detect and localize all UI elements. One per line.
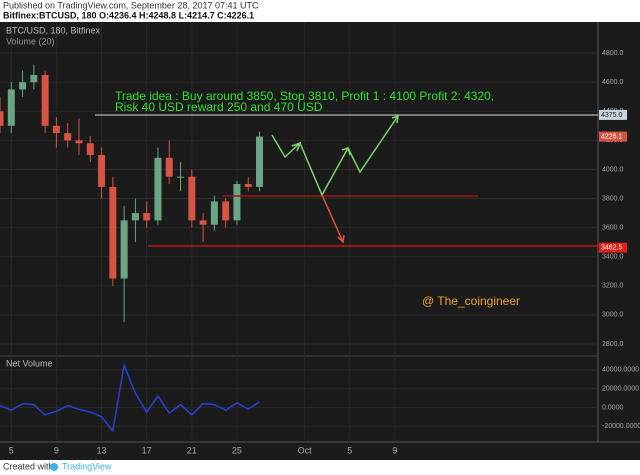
y2-tick-label: 40000.0000 [602,367,639,374]
candle-body [30,74,38,83]
published: Published on TradingView.com, September … [3,0,259,10]
candle-body [154,157,162,221]
x-tick-label: 9 [54,445,59,455]
y-tick-label: 3200.0 [602,283,624,290]
header-bg [0,0,640,22]
price-tag-label: 4226.1 [601,133,623,140]
candle-body [7,89,15,126]
x-tick-label: 25 [232,445,242,455]
annotation: Trade idea : Buy around 3850, Stop 3810,… [115,89,494,103]
candle-body [143,213,151,221]
annotation: Risk 40 USD reward 250 and 470 USD [115,100,323,114]
x-tick-label: 21 [187,445,197,455]
candle-body [256,136,264,187]
candle-body [188,176,196,221]
x-tick-label: 17 [142,445,152,455]
footer-created: Created with [3,461,54,471]
legend: BTC/USD, 180, Bitfinex [6,25,101,35]
y-tick-label: 3400.0 [602,254,624,261]
candle-body [120,220,128,279]
price-tag [599,242,627,253]
candle-body [233,183,241,221]
x-tick-label: 9 [392,445,397,455]
candle-body [19,82,27,90]
net-volume-label: Net Volume [6,358,53,368]
y-tick-label: 4600.0 [602,79,624,86]
candle-body [0,111,4,126]
y-tick-label: 3000.0 [602,312,624,319]
candle-body [165,157,173,177]
candle-body [199,220,207,225]
y-tick-label: 4800.0 [602,50,624,57]
y-tick-label: 2800.0 [602,341,624,348]
candle-body [109,186,117,279]
stop-arrow-head [337,234,345,244]
price-tag [599,131,627,142]
arrow-heads [291,114,399,156]
logo-icon [50,463,58,471]
candle-body [41,74,49,126]
x-tick-label: 5 [9,445,14,455]
x-tick-label: 5 [347,445,352,455]
symbol-line: Bitfinex:BTCUSD, 180 O:4236.4 H:4248.8 L… [3,10,254,20]
y-tick-label: 3800.0 [602,195,624,202]
candle-body [222,201,230,221]
volume-label: Volume (20) [6,36,55,46]
price-tag [599,109,627,120]
y2-tick-label: 0.0000 [602,404,624,411]
watermark: @ The_coingineer [422,294,520,308]
stop-arrow [321,194,344,243]
y2-tick-label: 20000.0000 [602,385,639,392]
y-tick-label: 3600.0 [602,224,624,231]
y-tick-label: 4000.0 [602,166,624,173]
candle-body [210,201,218,225]
candle-body [75,140,83,144]
candle-body [52,125,60,134]
price-tag-label: 4375.0 [601,112,623,119]
candle-body [64,133,72,141]
candle-body [131,213,139,221]
chart-bg [0,22,640,460]
x-tick-label: 13 [97,445,107,455]
net-volume-line [0,362,260,433]
footer-bg [0,460,640,475]
y2-tick-label: -20000.0000 [602,423,640,430]
candle-body [98,154,106,187]
price-tag-label: 3462.5 [601,244,623,251]
x-tick-label: Oct [298,445,313,455]
candle-body [86,143,94,155]
candle-body [177,176,185,178]
candle-body [244,183,252,187]
footer-brand: TradingView [62,461,112,471]
